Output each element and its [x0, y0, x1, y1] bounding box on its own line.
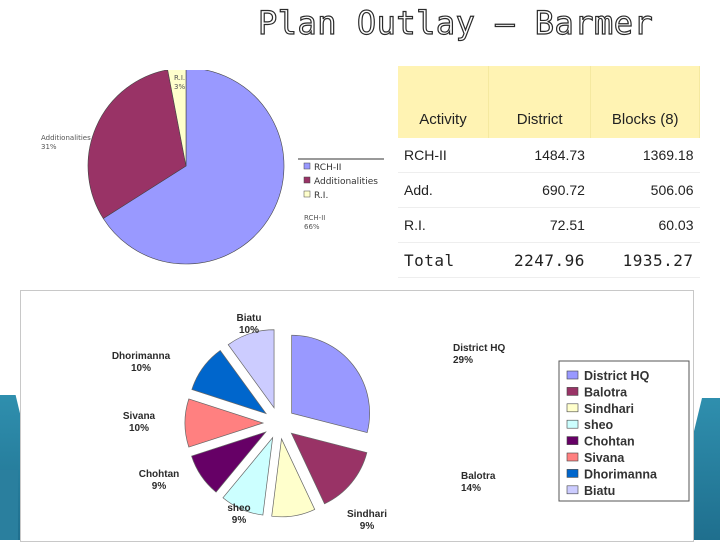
pie-slice-biatu [227, 329, 275, 409]
cell-blocks: 1935.27 [590, 242, 700, 278]
pie-slice-r-i [167, 70, 187, 167]
pie-slice-district-hq [291, 334, 370, 434]
cell-activity: Add. [398, 172, 489, 208]
outlay-table: Activity District Blocks (8) RCH-II 1484… [398, 66, 700, 278]
block-distribution-pie-chart: District HQ 29% Balotra 14% Sindhari 9% sheo 9%… [20, 290, 694, 542]
pie-slice-sindhari [271, 437, 316, 518]
table-row: R.I. 72.51 60.03 [398, 207, 700, 243]
legend-swatch-additionalities [303, 176, 311, 184]
slice-label-sivana: Sivana 10% [123, 411, 156, 434]
cell-district: 1484.73 [488, 138, 591, 173]
legend-label-sivana: Sivana [584, 451, 625, 465]
slice-label-dhorimanna: Dhorimanna 10% [112, 351, 171, 374]
cell-activity: R.I. [398, 207, 489, 243]
cell-blocks: 506.06 [590, 172, 700, 208]
table-row: Add. 690.72 506.06 [398, 172, 700, 208]
legend-label-dhorimanna: Dhorimanna [584, 467, 658, 481]
cell-activity: RCH-II [398, 138, 489, 173]
pie-slice-balotra [290, 432, 368, 505]
pie-slice-sivana [184, 398, 265, 448]
pie-slice-rch-ii [102, 70, 285, 265]
legend-swatch-balotra [566, 387, 579, 396]
legend-box [558, 360, 690, 502]
cell-district: 690.72 [488, 172, 591, 208]
pie-slice-sheo [222, 436, 274, 516]
legend-label-district-hq: District HQ [584, 369, 650, 383]
slice-label-r-i: R.I. 3% [174, 74, 185, 91]
slice-label-rch-ii: RCH-II 66% [304, 214, 325, 231]
activity-pie-chart: RCH-II 66% Additionalities 31% R.I. 3% RCH-II… [41, 70, 384, 265]
legend-label-r-i: R.I. [314, 191, 328, 201]
legend-swatch-dhorimanna [566, 469, 579, 478]
cell-blocks: 1369.18 [590, 138, 700, 173]
legend-swatch-sivana [566, 452, 579, 462]
slice-label-sindhari: Sindhari 9% [347, 509, 387, 532]
cell-activity: Total [398, 242, 489, 278]
table-total-row: Total 2247.96 1935.27 [398, 242, 700, 278]
pie-slice-additionalities [87, 70, 187, 219]
header-district: District [488, 66, 592, 138]
slice-label-balotra: Balotra 14% [461, 471, 496, 494]
cell-district: 72.51 [488, 207, 591, 243]
cell-blocks: 60.03 [590, 207, 700, 243]
header-blocks: Blocks (8) [590, 66, 700, 138]
slice-label-chohtan: Chohtan 9% [139, 469, 180, 492]
legend-swatch-district-hq [566, 370, 579, 380]
legend-label-chohtan: Chohtan [584, 435, 635, 449]
slice-label-sheo: sheo 9% [227, 503, 250, 526]
legend-swatch-rch-ii [303, 162, 311, 170]
legend-swatch-chohtan [566, 436, 579, 445]
legend-label-biatu: Biatu [584, 484, 615, 498]
legend-label-additionalities: Additionalities [314, 177, 378, 187]
slice-label-district-hq: District HQ 29% [453, 343, 505, 366]
legend-label-balotra: Balotra [584, 385, 628, 399]
slice-label-additionalities: Additionalities 31% [41, 134, 91, 151]
table-row: RCH-II 1484.73 1369.18 [398, 138, 700, 173]
pie-slice-chohtan [191, 431, 267, 493]
legend-swatch-r-i [303, 190, 311, 198]
legend-label-rch-ii: RCH-II [314, 163, 341, 173]
decorative-left-bar [0, 470, 18, 540]
cell-district: 2247.96 [488, 242, 591, 278]
legend-label-sheo: sheo [584, 418, 614, 432]
slice-label-biatu: Biatu 10% [237, 313, 262, 336]
slide-title: Plan Outlay – Barmer [257, 3, 654, 42]
pie-slice-dhorimanna [191, 350, 267, 415]
legend-swatch-biatu [566, 485, 579, 495]
decorative-right-arrow [690, 398, 720, 540]
legend-swatch-sheo [566, 419, 579, 429]
table-header-row: Activity District Blocks (8) [398, 66, 700, 138]
header-activity: Activity [398, 66, 489, 138]
legend-label-sindhari: Sindhari [584, 402, 634, 416]
legend-swatch-sindhari [566, 403, 579, 413]
